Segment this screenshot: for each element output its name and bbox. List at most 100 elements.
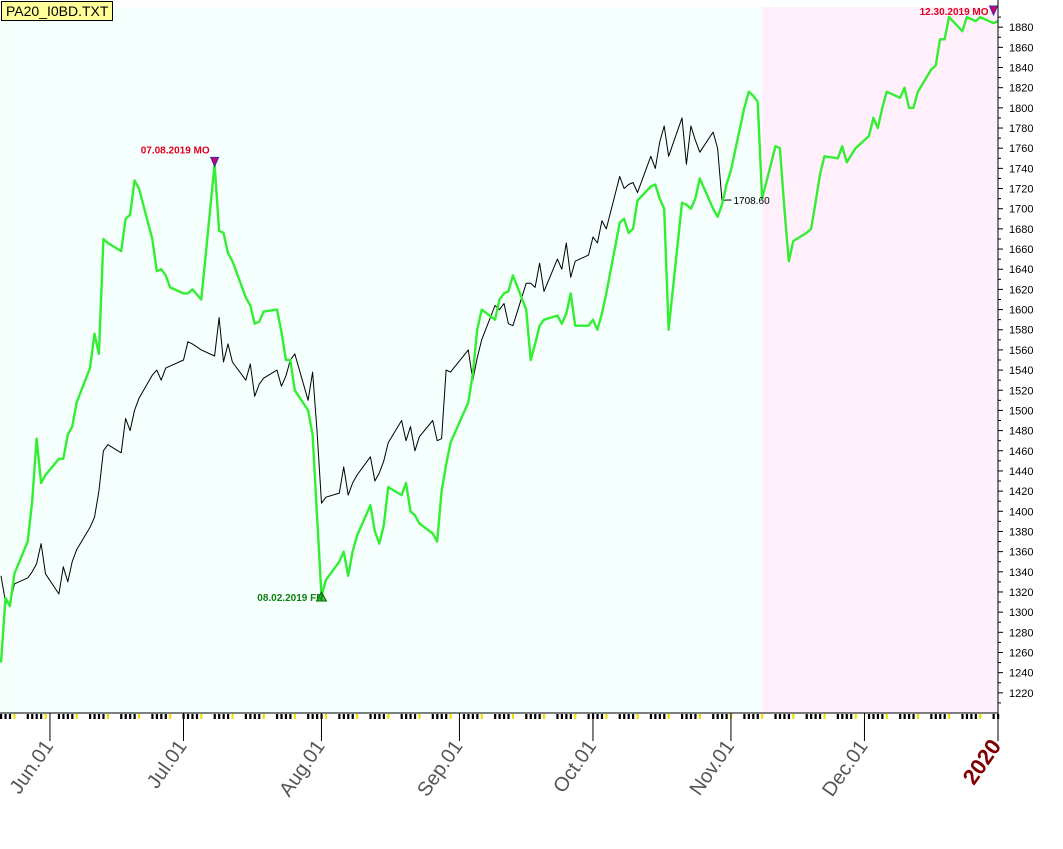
x-day-tick	[716, 714, 719, 719]
y-tick-label-11: 1440	[1009, 466, 1033, 478]
x-day-tick	[654, 714, 657, 719]
y-tick-label-2: 1260	[1009, 647, 1033, 659]
x-day-tick	[382, 714, 385, 719]
y-tick-label-23: 1680	[1009, 224, 1033, 236]
x-day-tick	[8, 714, 12, 719]
x-day-tick	[623, 714, 626, 719]
y-tick-label-3: 1280	[1009, 627, 1033, 639]
x-day-tick	[351, 714, 354, 719]
x-day-tick	[600, 714, 604, 719]
y-tick-label-29: 1800	[1009, 103, 1033, 115]
x-day-tick	[44, 714, 47, 719]
x-day-tick	[124, 714, 127, 719]
x-tick-label-5: Nov.01	[686, 736, 740, 799]
y-tick-label-0: 1220	[1009, 688, 1033, 700]
series-line-0	[0, 117, 727, 605]
x-day-tick	[324, 714, 328, 719]
annotation-label-2: 12.30.2019 MO	[920, 7, 989, 18]
x-day-tick	[752, 714, 755, 719]
y-tick-label-14: 1500	[1009, 405, 1033, 417]
y-tick-label-8: 1380	[1009, 526, 1033, 538]
y-tick-label-32: 1860	[1009, 42, 1033, 54]
y-axis: 1220 1240 1260 1280 1300 1320 1340 1360 1380 1400…	[997, 0, 1033, 713]
x-day-tick	[511, 714, 515, 719]
x-day-tick	[560, 714, 564, 719]
x-day-tick	[97, 714, 101, 719]
x-day-tick	[356, 714, 359, 719]
x-day-tick	[907, 714, 911, 719]
y-tick-label-16: 1540	[1009, 365, 1033, 377]
x-day-tick	[347, 714, 350, 719]
x-day-tick	[961, 714, 964, 719]
x-axis: Jun.01 Jul.01 Aug.01 Sep.01 Oct.01 Nov.01 Dec.…	[0, 712, 1007, 801]
y-tick-label-5: 1320	[1009, 587, 1033, 599]
x-day-tick	[387, 714, 390, 719]
x-day-tick	[418, 714, 421, 719]
x-day-tick	[649, 714, 653, 719]
x-day-tick	[476, 714, 479, 719]
x-day-tick	[618, 714, 621, 719]
x-tick-label-2: Aug.01	[275, 736, 329, 801]
x-day-tick	[26, 714, 29, 719]
y-tick-label-18: 1580	[1009, 325, 1033, 337]
annotation-marker-2	[988, 5, 999, 17]
x-day-tick	[574, 714, 577, 719]
x-day-tick	[160, 714, 163, 719]
x-day-tick	[13, 714, 16, 719]
x-day-tick	[31, 714, 34, 719]
x-day-tick	[974, 714, 977, 719]
x-day-tick	[4, 714, 7, 719]
x-day-tick	[35, 714, 38, 719]
y-tick-label-6: 1340	[1009, 567, 1033, 579]
x-day-tick	[409, 714, 412, 719]
x-day-tick	[133, 714, 136, 719]
x-tick-label-7: 2020	[958, 735, 1007, 789]
x-day-tick	[191, 714, 194, 719]
x-day-tick	[965, 714, 969, 719]
x-day-tick	[462, 714, 466, 719]
x-day-tick	[307, 714, 310, 719]
x-day-tick	[565, 714, 568, 719]
x-day-tick	[636, 714, 639, 719]
x-day-tick	[810, 714, 813, 719]
x-day-tick	[596, 714, 599, 719]
x-day-tick	[712, 714, 715, 719]
x-day-tick	[498, 714, 501, 719]
x-day-tick	[725, 714, 728, 719]
x-day-tick	[948, 714, 951, 719]
x-day-tick	[494, 714, 497, 719]
x-day-tick	[222, 714, 225, 719]
x-day-tick	[934, 714, 937, 719]
y-tick-label-17: 1560	[1009, 345, 1033, 357]
x-day-tick	[57, 714, 61, 719]
y-tick-label-30: 1820	[1009, 83, 1033, 95]
x-day-tick	[916, 714, 920, 719]
last-value-label: 1708.60	[733, 196, 770, 207]
x-day-tick	[507, 714, 510, 719]
x-day-tick	[66, 714, 69, 719]
x-day-tick	[543, 714, 546, 719]
x-day-tick	[823, 714, 826, 719]
y-tick-label-20: 1620	[1009, 284, 1033, 296]
x-day-tick	[373, 714, 377, 719]
x-day-tick	[587, 714, 590, 719]
x-day-tick	[627, 714, 630, 719]
x-day-tick	[280, 714, 283, 719]
x-day-tick	[783, 714, 786, 719]
x-day-tick	[943, 714, 946, 719]
x-day-tick	[200, 714, 203, 719]
x-day-tick	[632, 714, 635, 719]
x-day-tick	[253, 714, 256, 719]
x-day-tick	[195, 714, 199, 719]
x-tick-label-6: Dec.01	[818, 736, 872, 801]
annotation-label-0: 07.08.2019 MO	[141, 145, 210, 156]
annotation-marker-1	[315, 590, 328, 602]
x-day-tick	[231, 714, 234, 719]
x-day-tick	[445, 714, 448, 719]
x-day-tick	[836, 714, 839, 719]
x-day-tick	[467, 714, 470, 719]
x-day-tick	[129, 714, 132, 719]
x-day-tick	[213, 714, 216, 719]
x-day-tick	[0, 714, 3, 719]
